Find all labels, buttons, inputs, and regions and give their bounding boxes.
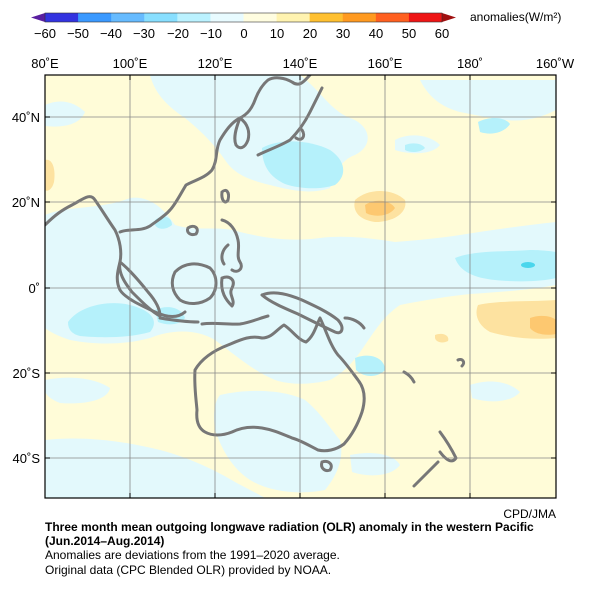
legend-color-cell bbox=[309, 13, 344, 22]
legend-low-arrow bbox=[31, 13, 45, 22]
strong-positive-anomaly-region bbox=[365, 200, 395, 216]
caption-note-baseline: Anomalies are deviations from the 1991–2… bbox=[45, 548, 340, 562]
sulawesi-island bbox=[220, 275, 235, 308]
strong-negative-anomaly-region bbox=[68, 303, 154, 338]
longitude-labels: 80˚E 100˚E 120˚E 140˚E 160˚E 180˚ 160˚W bbox=[31, 56, 575, 71]
tasmania-island bbox=[320, 460, 333, 472]
japan-islands bbox=[256, 86, 324, 157]
strong-negative-spot bbox=[521, 262, 535, 268]
legend-unit-label: anomalies(W/m²) bbox=[470, 10, 561, 24]
negative-anomaly-region bbox=[214, 390, 342, 493]
legend-tick: 30 bbox=[336, 26, 350, 41]
negative-anomaly-region bbox=[45, 101, 85, 127]
legend-tick: −20 bbox=[167, 26, 189, 41]
caption-title-line1: Three month mean outgoing longwave radia… bbox=[45, 520, 534, 534]
legend-frame bbox=[44, 12, 443, 23]
strong-negative-anomaly-region bbox=[405, 143, 425, 153]
legend-tick: 0 bbox=[240, 26, 247, 41]
caption-title-line2: (Jun.2014–Aug.2014) bbox=[45, 534, 165, 548]
longitude-label: 160˚W bbox=[536, 56, 575, 71]
legend-tick: 10 bbox=[270, 26, 284, 41]
latitude-label: 40˚S bbox=[13, 451, 41, 466]
new-guinea-island bbox=[260, 291, 344, 335]
legend-color-cell bbox=[408, 13, 443, 22]
credit-label: CPD/JMA bbox=[503, 507, 556, 521]
legend-color-cells bbox=[31, 12, 456, 23]
philippines-islands bbox=[220, 218, 243, 273]
positive-anomaly-region bbox=[435, 333, 449, 343]
color-legend: −60 −50 −40 −30 −20 −10 0 10 20 30 40 50… bbox=[31, 10, 561, 41]
latitude-label: 40˚N bbox=[12, 110, 40, 125]
longitude-label: 180˚ bbox=[457, 56, 483, 71]
negative-anomaly-region bbox=[45, 438, 265, 498]
lesser-sunda-islands bbox=[200, 314, 270, 326]
hainan-island bbox=[186, 224, 199, 236]
legend-tick: −50 bbox=[67, 26, 89, 41]
strong-negative-anomaly-region bbox=[355, 355, 385, 376]
longitude-label: 120˚E bbox=[198, 56, 233, 71]
strong-negative-anomaly-region bbox=[478, 118, 510, 134]
legend-color-cell bbox=[144, 13, 178, 22]
negative-anomaly-region bbox=[45, 377, 110, 404]
coastlines bbox=[45, 75, 466, 488]
legend-tick: 40 bbox=[369, 26, 383, 41]
legend-tick: 20 bbox=[303, 26, 317, 41]
legend-tick: 50 bbox=[402, 26, 416, 41]
java-island bbox=[158, 316, 200, 324]
legend-color-cell bbox=[45, 13, 79, 22]
latitude-label: 0˚ bbox=[28, 281, 40, 296]
legend-color-cell bbox=[243, 13, 278, 22]
latitude-label: 20˚S bbox=[13, 366, 41, 381]
positive-anomaly-region bbox=[45, 159, 55, 191]
negative-anomaly-region bbox=[350, 453, 400, 476]
latitude-label: 20˚N bbox=[12, 195, 40, 210]
strong-negative-anomaly-region bbox=[455, 250, 556, 282]
legend-color-cell bbox=[210, 13, 244, 22]
new-caledonia-island bbox=[402, 370, 416, 384]
legend-color-cell bbox=[276, 13, 311, 22]
strong-positive-anomaly-region bbox=[530, 315, 556, 335]
grid-lines bbox=[45, 75, 556, 498]
legend-tick: −40 bbox=[100, 26, 122, 41]
taiwan-island bbox=[220, 188, 230, 204]
strong-negative-anomaly-region bbox=[262, 141, 344, 189]
negative-anomaly-region bbox=[45, 197, 556, 384]
legend-color-cell bbox=[78, 13, 112, 22]
legend-high-arrow bbox=[442, 13, 456, 22]
sumatra-island bbox=[118, 260, 162, 318]
olr-anomaly-map: 80˚E 100˚E 120˚E 140˚E 160˚E 180˚ 160˚W … bbox=[12, 56, 575, 499]
legend-tick-labels: −60 −50 −40 −30 −20 −10 0 10 20 30 40 50… bbox=[34, 26, 449, 41]
strong-positive-anomaly-regions bbox=[365, 200, 556, 335]
longitude-label: 80˚E bbox=[31, 56, 59, 71]
legend-tick: 60 bbox=[435, 26, 449, 41]
fiji-island bbox=[456, 358, 466, 368]
longitude-label: 140˚E bbox=[283, 56, 318, 71]
caption-note-source: Original data (CPC Blended OLR) provided… bbox=[45, 563, 332, 577]
negative-anomaly-region bbox=[470, 381, 520, 402]
solomon-islands bbox=[343, 316, 366, 330]
latitude-labels: 40˚N 20˚N 0˚ 20˚S 40˚S bbox=[12, 110, 41, 466]
legend-tick: −30 bbox=[133, 26, 155, 41]
tick-marks bbox=[45, 75, 556, 498]
negative-anomaly-region bbox=[420, 80, 556, 121]
korea-peninsula bbox=[233, 116, 251, 150]
legend-color-cell bbox=[177, 13, 211, 22]
legend-tick: −10 bbox=[200, 26, 222, 41]
legend-color-cell bbox=[342, 13, 377, 22]
legend-color-cell bbox=[375, 13, 410, 22]
legend-tick: −60 bbox=[34, 26, 56, 41]
australia-coastline bbox=[193, 316, 366, 453]
longitude-label: 100˚E bbox=[113, 56, 148, 71]
negative-anomaly-regions bbox=[45, 75, 556, 498]
strong-negative-anomaly-regions bbox=[68, 118, 556, 376]
borneo-island bbox=[170, 262, 218, 305]
legend-color-cell bbox=[111, 13, 145, 22]
longitude-label: 160˚E bbox=[368, 56, 403, 71]
